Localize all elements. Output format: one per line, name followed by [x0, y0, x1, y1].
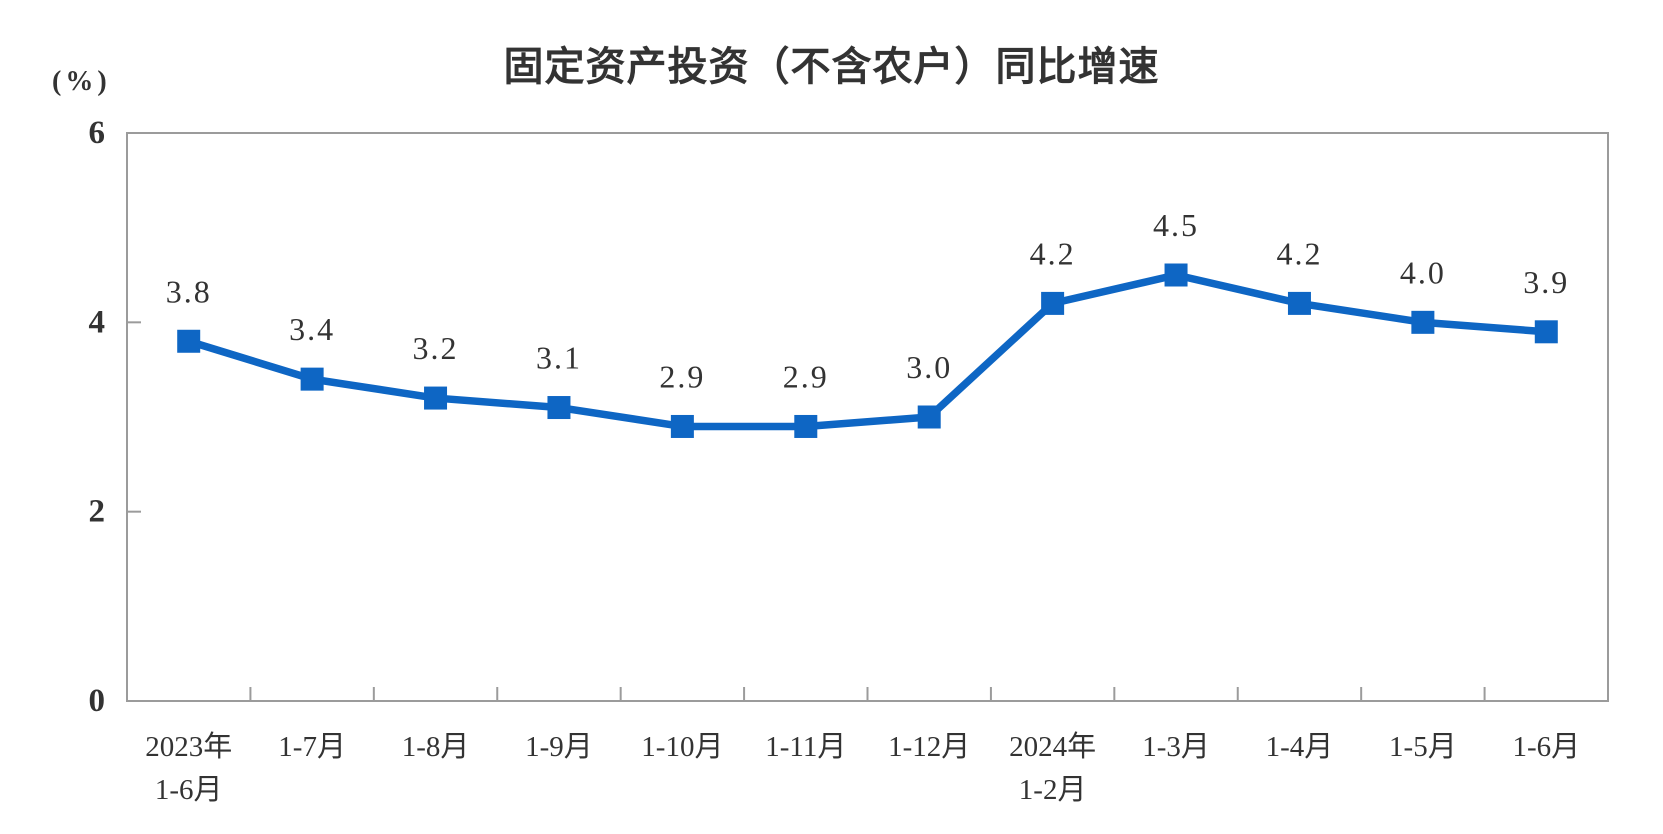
x-axis-label: 1-9月 — [525, 731, 593, 763]
data-point-marker — [1041, 291, 1065, 315]
data-point-label: 4.0 — [1400, 254, 1446, 290]
x-axis-label: 2024年 1-2月 — [1009, 730, 1096, 806]
data-point-label: 3.9 — [1523, 264, 1569, 300]
y-axis-tick-label: 4 — [89, 304, 106, 340]
data-point-label: 3.4 — [289, 311, 335, 347]
data-point-marker — [177, 329, 201, 353]
data-point-label: 3.2 — [413, 330, 459, 366]
plot-border — [126, 132, 1609, 702]
chart-title: 固定资产投资（不含农户）同比增速 — [503, 45, 1160, 89]
data-point-marker — [670, 414, 694, 438]
data-point-label: 2.9 — [783, 358, 829, 394]
x-axis-label: 1-6月 — [1512, 731, 1580, 763]
y-axis-tick-label: 0 — [89, 683, 106, 719]
data-point-marker — [1534, 320, 1558, 344]
data-point-marker — [424, 386, 448, 410]
data-point-label: 4.2 — [1276, 235, 1322, 271]
x-axis-label: 1-11月 — [765, 731, 846, 763]
data-point-marker — [1164, 263, 1188, 287]
x-axis-label: 1-7月 — [278, 731, 346, 763]
data-point-marker — [917, 405, 941, 429]
data-point-label: 4.2 — [1030, 235, 1076, 271]
data-point-marker — [1287, 291, 1311, 315]
y-axis-tick-label: 6 — [89, 115, 106, 151]
x-axis-label: 1-12月 — [888, 731, 970, 763]
x-axis-label: 2023年 1-6月 — [145, 730, 232, 806]
data-point-marker — [300, 367, 324, 391]
data-point-marker — [1411, 310, 1435, 334]
data-point-marker — [547, 396, 571, 420]
x-axis-label: 1-3月 — [1142, 731, 1210, 763]
data-point-label: 3.0 — [906, 349, 952, 385]
y-axis-unit-label: (%) — [52, 66, 111, 97]
x-axis-label: 1-5月 — [1389, 731, 1457, 763]
y-axis-tick-label: 2 — [89, 494, 106, 530]
data-point-label: 4.5 — [1153, 207, 1199, 243]
series-line — [184, 271, 1551, 431]
data-point-label: 3.8 — [166, 273, 212, 309]
data-point-label: 2.9 — [659, 358, 705, 394]
x-axis-label: 1-10月 — [641, 731, 723, 763]
x-axis-label: 1-8月 — [402, 731, 470, 763]
x-axis-label: 1-4月 — [1266, 731, 1334, 763]
data-point-marker — [794, 414, 818, 438]
data-point-label: 3.1 — [536, 340, 582, 376]
